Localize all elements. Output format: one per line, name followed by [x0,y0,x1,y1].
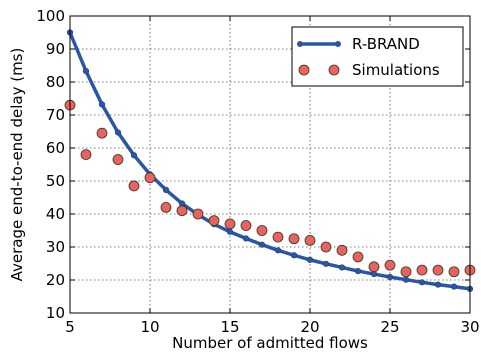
y-tick-label: 40 [46,205,65,223]
data-point [240,220,252,231]
x-tick-label: 25 [380,318,399,336]
data-point [80,149,92,161]
y-axis-label: Average end-to-end delay (ms) [8,48,26,282]
data-point [192,208,204,220]
ticks [69,15,471,314]
data-point [160,201,172,213]
data-point [384,259,396,271]
data-point [400,266,412,278]
legend: R-BRAND Simulations [291,26,464,87]
x-tick-label: 10 [140,318,159,336]
x-axis-label: Number of admitted flows [172,334,368,352]
data-point [208,215,220,227]
y-tick-label: 60 [46,139,65,157]
legend-box [291,26,464,87]
data-point [354,267,362,275]
data-point [258,241,266,248]
data-point [304,234,316,246]
data-point [162,186,170,194]
data-point [82,68,90,75]
data-point [368,261,380,273]
data-point [416,264,428,276]
y-tick-label: 10 [46,304,65,322]
x-tick-label: 5 [65,318,75,336]
data-point [96,127,108,139]
data-point [224,218,236,230]
data-point [256,225,268,236]
data-point [272,231,284,243]
y-tick-label: 80 [46,73,65,91]
y-tick-label: 50 [46,172,65,190]
data-point [144,172,156,184]
data-point [130,152,138,159]
y-tick-label: 20 [46,271,65,289]
data-point [320,241,332,253]
data-point [226,228,234,235]
data-point [288,233,300,245]
data-point [432,264,444,276]
y-tick-label: 90 [46,40,65,58]
legend-marker [335,41,341,47]
data-point [402,276,410,283]
legend-marker [328,64,340,76]
plot-frame [69,15,471,314]
x-tick-label: 20 [300,318,319,336]
data-point [448,266,460,278]
data-point [322,260,330,267]
series-simulations [64,99,476,278]
x-tick-label: 15 [220,318,239,336]
data-point [274,247,282,254]
data-point [290,252,298,259]
data-point [338,264,346,271]
legend-marker [298,64,310,76]
series-r-brand [66,29,474,293]
data-point [114,129,122,136]
data-point [336,244,348,256]
data-point [434,281,442,288]
data-point [306,256,314,263]
y-tick-label: 100 [36,7,65,25]
legend-label: R-BRAND [352,35,420,53]
data-point [352,251,364,263]
data-point [418,279,426,286]
legend-marker [297,41,303,47]
x-tick-label: 30 [460,318,479,336]
data-point [176,205,188,217]
data-point [112,154,124,165]
data-point [386,273,394,281]
y-tick-label: 70 [46,106,65,124]
y-tick-label: 30 [46,238,65,256]
legend-label: Simulations [352,61,440,79]
data-point [98,101,106,108]
data-point [242,235,250,242]
data-point [450,283,458,290]
data-point [128,180,140,192]
series-layer [64,29,476,293]
